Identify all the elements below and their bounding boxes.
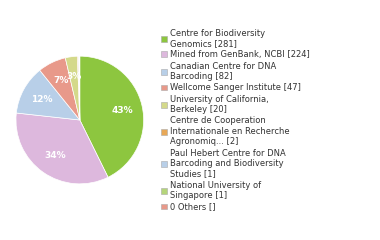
Wedge shape	[16, 113, 108, 184]
Text: 34%: 34%	[44, 151, 66, 160]
Wedge shape	[78, 56, 80, 120]
Text: 12%: 12%	[31, 95, 52, 104]
Wedge shape	[79, 56, 80, 120]
Text: 3%: 3%	[66, 72, 82, 81]
Wedge shape	[65, 56, 80, 120]
Wedge shape	[79, 56, 80, 120]
Wedge shape	[16, 70, 80, 120]
Wedge shape	[40, 58, 80, 120]
Text: 43%: 43%	[111, 106, 133, 115]
Legend: Centre for Biodiversity
Genomics [281], Mined from GenBank, NCBI [224], Canadian: Centre for Biodiversity Genomics [281], …	[160, 28, 310, 212]
Text: 7%: 7%	[53, 77, 68, 85]
Wedge shape	[80, 56, 144, 177]
